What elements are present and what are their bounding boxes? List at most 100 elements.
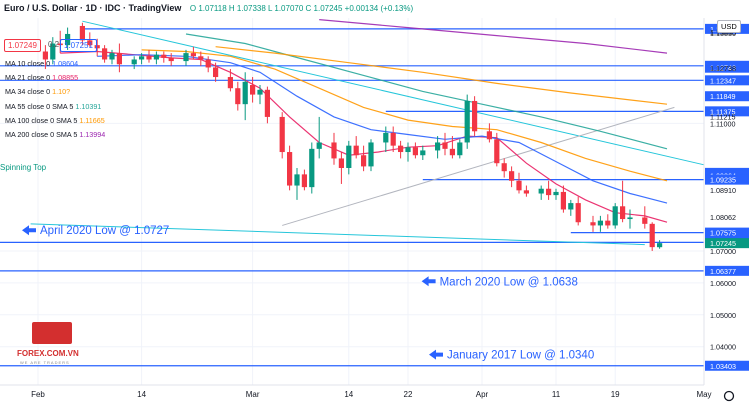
buy-price-button[interactable]: 1.07251	[60, 39, 97, 52]
time-tick-label: 22	[404, 390, 413, 399]
candle	[612, 206, 618, 226]
candle	[190, 53, 196, 57]
candle	[457, 142, 463, 156]
candle	[109, 53, 115, 60]
price-label: 1.11375	[710, 107, 735, 116]
time-tick-label: 14	[344, 390, 353, 399]
candle	[398, 145, 404, 153]
price-label: 1.13830	[710, 29, 736, 38]
price-label-box	[705, 238, 749, 249]
trend-line	[30, 223, 645, 246]
candle	[287, 152, 293, 186]
candle	[257, 89, 263, 95]
candle	[331, 142, 337, 159]
legend-row[interactable]: MA 21 close 0 1.08855	[5, 73, 79, 83]
moving-average-line	[215, 46, 668, 105]
price-label: 1.07245	[710, 239, 736, 248]
price-label-box	[705, 75, 749, 86]
watermark-brand: FOREX.COM.VN	[17, 349, 79, 358]
indicator-legend: MA 10 close 0 1.08604 MA 21 close 0 1.08…	[5, 57, 105, 142]
spread-value: 0.2	[48, 40, 60, 49]
price-label: 1.06000	[710, 279, 736, 288]
candle	[301, 174, 307, 188]
candle	[338, 158, 344, 168]
legend-row[interactable]: MA 100 close 0 SMA 5 1.11665	[5, 115, 105, 125]
candle	[153, 54, 159, 60]
candle	[183, 53, 189, 62]
watermark-logo-mark	[32, 322, 72, 344]
time-tick-label: Apr	[476, 390, 489, 399]
price-label-box	[705, 265, 749, 276]
price-label: 1.12347	[710, 76, 736, 85]
price-label: 1.05000	[710, 311, 736, 320]
candle	[472, 100, 478, 132]
price-label-box	[705, 106, 749, 117]
candle	[383, 132, 389, 143]
candle	[316, 142, 322, 149]
candle	[412, 147, 418, 156]
price-label-box	[705, 360, 749, 371]
candle	[627, 217, 633, 220]
candle	[309, 148, 315, 188]
price-label-box	[705, 227, 749, 238]
annotation: January 2017 Low @ 1.0340	[447, 350, 594, 362]
annotation: April 2020 Low @ 1.0727	[40, 225, 169, 237]
candle	[501, 163, 507, 172]
candle	[605, 220, 611, 226]
time-tick-label: Mar	[246, 390, 260, 399]
candle	[102, 48, 108, 60]
time-tick-label: Feb	[31, 390, 45, 399]
candle	[198, 56, 204, 60]
sell-price-button[interactable]: 1.07249	[4, 39, 41, 52]
trend-line	[282, 106, 675, 226]
arrow-left-icon	[421, 276, 436, 287]
candle	[509, 171, 515, 181]
price-label: 1.04000	[710, 343, 736, 352]
candle	[560, 191, 566, 210]
candle	[546, 188, 552, 196]
candle	[449, 148, 455, 156]
currency-button[interactable]: USD	[717, 20, 741, 33]
price-label: 1.07000	[710, 247, 736, 256]
moving-average-line	[60, 50, 668, 223]
candle	[405, 147, 411, 153]
price-label: 1.03403	[710, 362, 736, 371]
price-label: 1.09235	[710, 176, 736, 185]
candle	[264, 89, 270, 117]
trend-line	[82, 20, 705, 166]
candle	[575, 203, 581, 223]
candle	[435, 142, 441, 151]
candle	[346, 145, 352, 168]
candle	[213, 67, 219, 78]
arrow-left-icon	[22, 225, 36, 236]
price-label: 1.08062	[710, 213, 736, 222]
candle	[361, 155, 367, 167]
legend-row[interactable]: MA 55 close 0 SMA 5 1.10391	[5, 101, 102, 111]
time-tick-label: May	[696, 390, 711, 399]
legend-row[interactable]: MA 200 close 0 SMA 5 1.13994	[5, 130, 106, 140]
candle	[131, 59, 137, 65]
moving-average-line	[97, 54, 668, 204]
candle	[139, 56, 145, 60]
price-label: 1.06377	[710, 267, 736, 276]
candle	[494, 139, 500, 164]
candle	[146, 56, 152, 60]
price-label: 1.07575	[710, 229, 736, 238]
candle	[227, 77, 233, 89]
candle	[568, 203, 574, 210]
legend-row[interactable]: MA 34 close 0 1.10?	[5, 87, 71, 97]
legend-row[interactable]: MA 10 close 0 1.08604	[5, 59, 79, 68]
price-label-box	[705, 91, 749, 102]
candle	[50, 43, 56, 60]
candle	[464, 100, 470, 143]
annotation: March 2020 Low @ 1.0638	[440, 276, 578, 288]
price-label: 1.11000	[710, 119, 735, 128]
ohlc-readout: O 1.07118 H 1.07338 L 1.07070 C 1.07245 …	[189, 4, 414, 13]
candle	[168, 57, 174, 62]
price-label: 1.11849	[710, 92, 735, 101]
moving-average-line	[185, 33, 668, 150]
candle	[523, 190, 529, 194]
candle	[649, 223, 655, 248]
moving-average-line	[319, 19, 668, 54]
